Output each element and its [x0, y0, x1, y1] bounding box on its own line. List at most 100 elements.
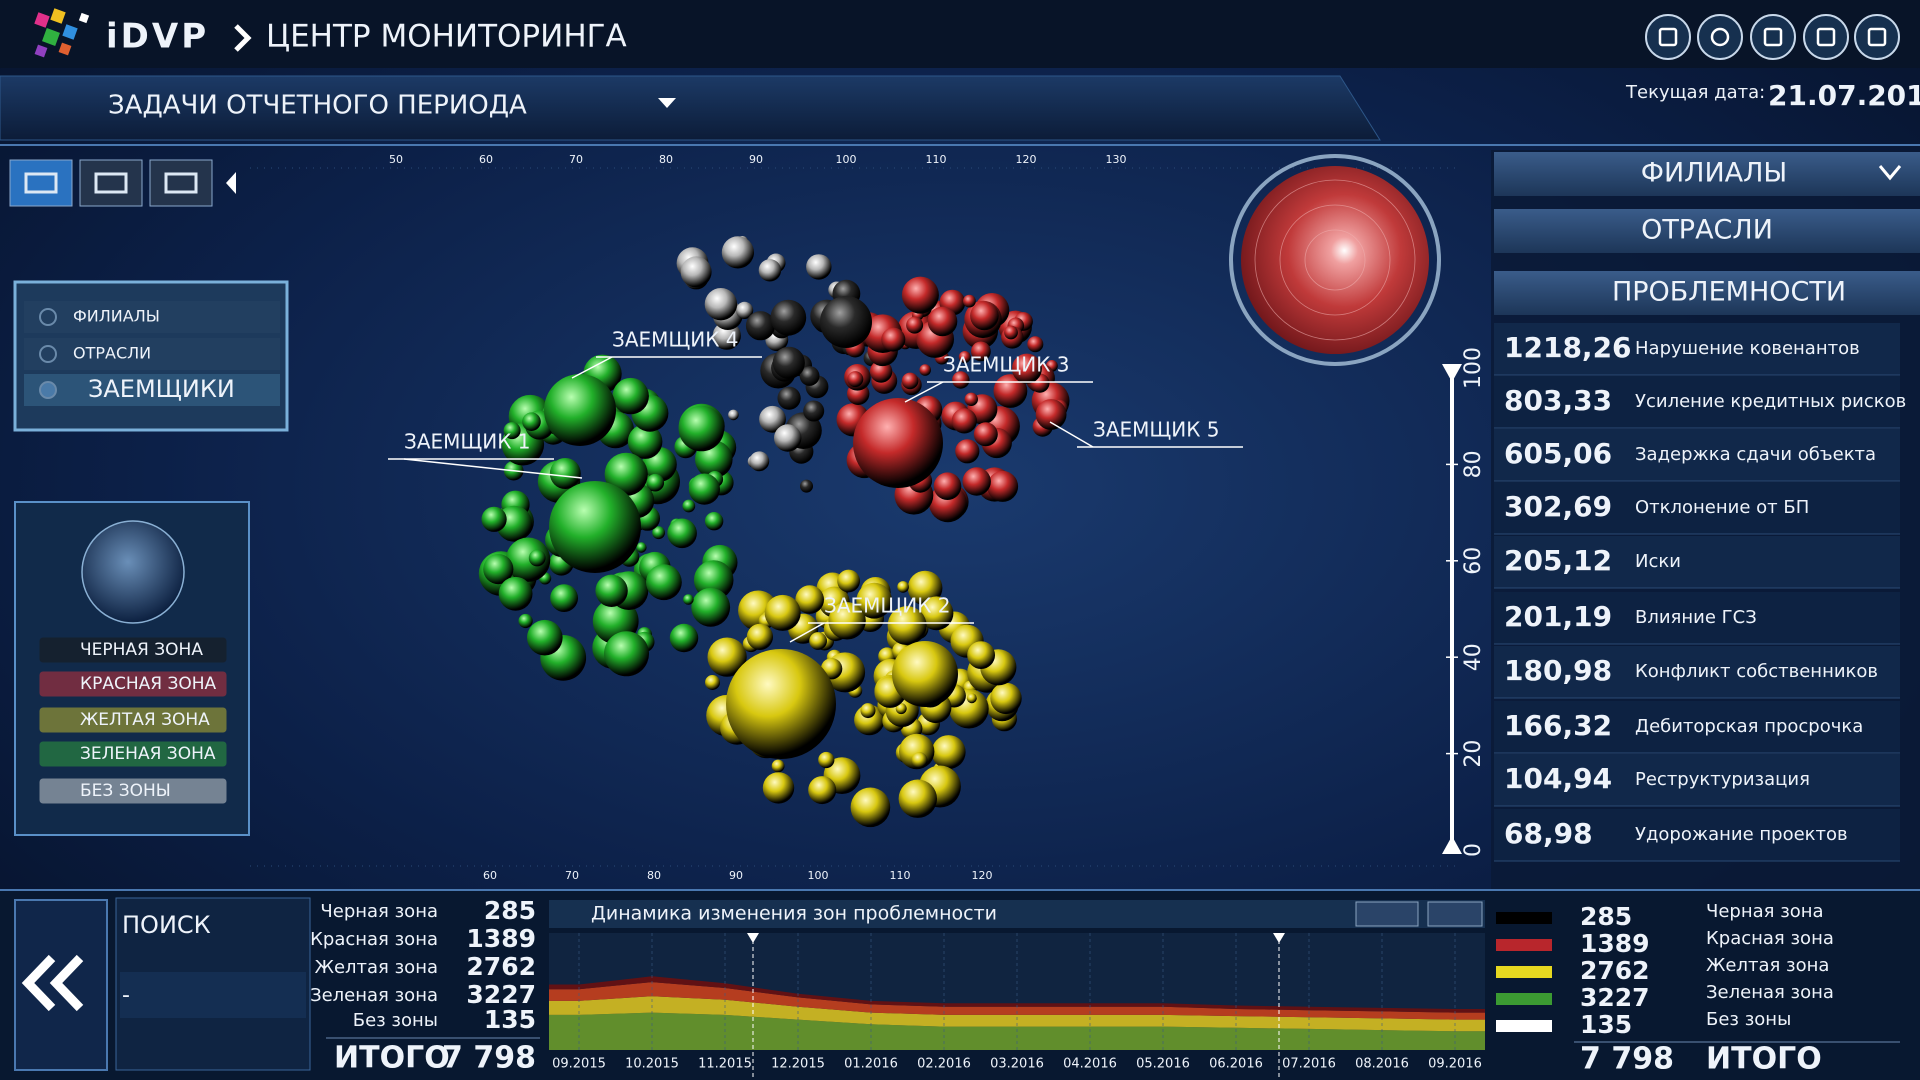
- bubble[interactable]: [771, 759, 785, 773]
- view-button[interactable]: [79, 159, 143, 207]
- bubble[interactable]: [927, 306, 958, 337]
- bubble[interactable]: [528, 549, 546, 567]
- bubble[interactable]: [549, 458, 581, 489]
- bubble[interactable]: [683, 594, 694, 605]
- bubble[interactable]: [897, 581, 909, 593]
- bubble[interactable]: [853, 398, 943, 488]
- bubble[interactable]: [850, 787, 891, 828]
- marker-handle[interactable]: [1273, 933, 1285, 943]
- bubble[interactable]: [955, 439, 980, 464]
- bubble[interactable]: [518, 613, 533, 629]
- bubble[interactable]: [837, 569, 860, 593]
- bubble[interactable]: [898, 779, 937, 818]
- row-bg[interactable]: [1494, 754, 1900, 806]
- marker-handle[interactable]: [747, 933, 759, 943]
- bubble[interactable]: [604, 631, 649, 677]
- bubble[interactable]: [604, 452, 648, 496]
- header-icon[interactable]: [1697, 14, 1743, 60]
- bubble[interactable]: [705, 675, 720, 690]
- bubble[interactable]: [758, 259, 782, 282]
- bubble[interactable]: [1004, 325, 1018, 340]
- bubble[interactable]: [627, 424, 663, 459]
- header-icon[interactable]: [1750, 14, 1796, 60]
- bubble[interactable]: [958, 351, 971, 363]
- bubble[interactable]: [963, 294, 976, 308]
- bubble[interactable]: [856, 582, 893, 619]
- bubble[interactable]: [481, 506, 507, 532]
- bubble[interactable]: [498, 576, 533, 611]
- bubble[interactable]: [721, 236, 755, 269]
- bubble[interactable]: [906, 316, 924, 334]
- bubble[interactable]: [503, 422, 521, 440]
- bubble[interactable]: [919, 596, 954, 631]
- bubble[interactable]: [987, 470, 1019, 502]
- bubble[interactable]: [1011, 353, 1042, 384]
- row-bg[interactable]: [1494, 809, 1900, 861]
- bubble[interactable]: [728, 409, 739, 421]
- collapse-arrow[interactable]: [226, 172, 236, 194]
- header-icon[interactable]: [1803, 14, 1849, 60]
- zone-button[interactable]: [39, 637, 227, 663]
- bubble[interactable]: [800, 479, 813, 493]
- bubble[interactable]: [736, 301, 754, 319]
- bubble[interactable]: [895, 703, 907, 715]
- bubble[interactable]: [911, 752, 928, 769]
- bubble[interactable]: [550, 584, 578, 612]
- category-tab[interactable]: [1494, 271, 1920, 315]
- bubble[interactable]: [704, 512, 724, 531]
- bubble[interactable]: [483, 554, 514, 585]
- bubble[interactable]: [860, 703, 876, 719]
- row-bg[interactable]: [1494, 592, 1900, 644]
- bubble[interactable]: [931, 735, 966, 770]
- row-bg[interactable]: [1494, 536, 1900, 588]
- bubble[interactable]: [952, 371, 970, 389]
- bubble[interactable]: [764, 594, 801, 631]
- view-button[interactable]: [9, 159, 73, 207]
- bubble[interactable]: [970, 301, 999, 331]
- bubble[interactable]: [869, 360, 893, 383]
- bubble[interactable]: [803, 400, 825, 422]
- bubble[interactable]: [688, 473, 721, 505]
- bubble[interactable]: [967, 641, 995, 669]
- bubble[interactable]: [646, 473, 665, 492]
- mode-option[interactable]: [24, 338, 280, 370]
- bubble[interactable]: [749, 451, 770, 472]
- bubble[interactable]: [964, 392, 978, 406]
- bubble[interactable]: [933, 472, 962, 501]
- bubble[interactable]: [774, 424, 802, 452]
- bubble[interactable]: [505, 537, 551, 582]
- bubble[interactable]: [1035, 399, 1067, 430]
- row-bg[interactable]: [1494, 701, 1900, 753]
- bubble[interactable]: [966, 693, 977, 704]
- bubble[interactable]: [549, 481, 641, 573]
- bubble[interactable]: [808, 776, 837, 805]
- header-icon[interactable]: [1645, 14, 1691, 60]
- bubble[interactable]: [759, 405, 786, 433]
- bubble[interactable]: [806, 254, 832, 280]
- bubble[interactable]: [820, 296, 872, 348]
- bubble[interactable]: [636, 542, 647, 553]
- bubble[interactable]: [667, 518, 697, 549]
- bubble[interactable]: [777, 386, 801, 410]
- bubble[interactable]: [828, 602, 866, 640]
- bubble[interactable]: [990, 682, 1022, 715]
- zone-button[interactable]: [39, 671, 227, 697]
- bubble[interactable]: [527, 619, 563, 656]
- bubble[interactable]: [612, 377, 649, 415]
- bubble[interactable]: [818, 751, 835, 769]
- mode-option[interactable]: [24, 374, 280, 406]
- row-bg[interactable]: [1494, 482, 1900, 534]
- bubble[interactable]: [652, 526, 665, 540]
- bubble[interactable]: [962, 467, 991, 496]
- bubble[interactable]: [669, 623, 699, 653]
- bubble[interactable]: [887, 606, 927, 646]
- bubble[interactable]: [973, 422, 998, 447]
- bubble[interactable]: [795, 585, 824, 614]
- bubble[interactable]: [951, 408, 977, 434]
- bubble[interactable]: [704, 288, 738, 321]
- zone-button[interactable]: [39, 741, 227, 767]
- bubble[interactable]: [892, 641, 958, 707]
- row-bg[interactable]: [1494, 429, 1900, 481]
- bubble[interactable]: [746, 623, 774, 651]
- bubble[interactable]: [745, 311, 776, 341]
